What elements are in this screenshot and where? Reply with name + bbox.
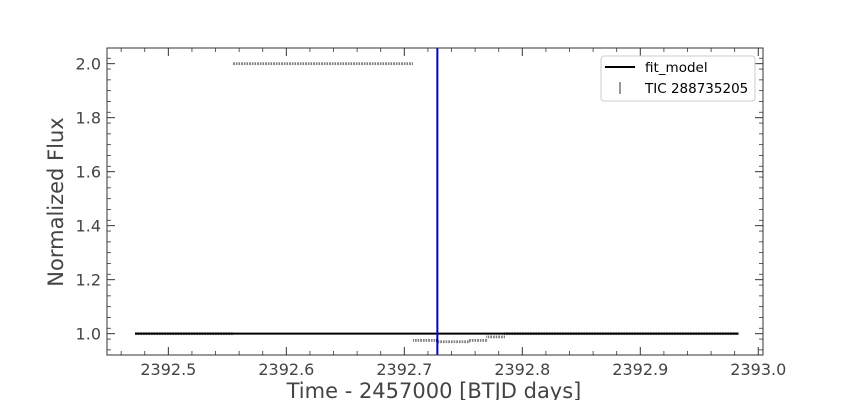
plot-frame <box>106 47 764 356</box>
x-tick-label: 2392.6 <box>258 360 314 379</box>
y-tick-label: 1.6 <box>76 163 101 182</box>
y-tick-label: 1.8 <box>76 109 101 128</box>
y-tick-labels: 1.0 1.2 1.4 1.6 1.8 2.0 <box>76 55 101 344</box>
x-tick-labels: 2392.5 2392.6 2392.7 2392.8 2392.9 2393.0 <box>140 360 786 379</box>
y-tick-label: 2.0 <box>76 55 101 74</box>
y-tick-label: 1.4 <box>76 217 101 236</box>
legend-label-target: TIC 288735205 <box>644 81 748 97</box>
x-tick-label: 2392.9 <box>612 360 668 379</box>
x-tick-marks <box>120 48 759 355</box>
legend-box <box>600 55 756 102</box>
y-axis-label: Normalized Flux <box>44 117 68 286</box>
x-axis-label: Time - 2457000 [BTJD days] <box>286 379 582 400</box>
legend: fit_model TIC 288735205 <box>600 55 756 102</box>
x-tick-label: 2392.7 <box>376 360 432 379</box>
x-tick-label: 2393.0 <box>730 360 786 379</box>
x-tick-label: 2392.5 <box>140 360 196 379</box>
x-tick-label: 2392.8 <box>494 360 550 379</box>
y-tick-marks <box>107 57 763 351</box>
y-tick-label: 1.0 <box>76 325 101 344</box>
y-tick-label: 1.2 <box>76 271 101 290</box>
legend-label-fit-model: fit_model <box>645 60 708 76</box>
